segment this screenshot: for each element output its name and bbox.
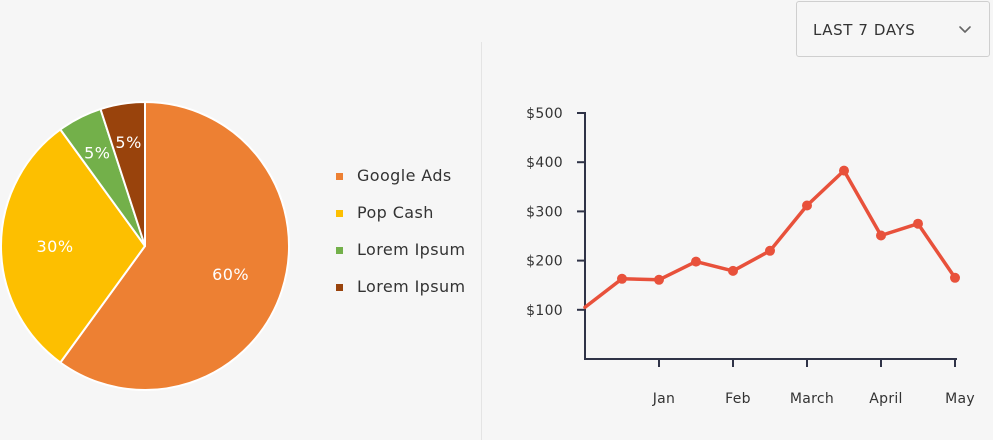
data-point[interactable]: [950, 272, 960, 283]
legend-swatch: [336, 284, 343, 291]
data-point[interactable]: [802, 200, 812, 211]
y-tick-label: $100: [526, 303, 563, 319]
data-point[interactable]: [876, 230, 886, 241]
pie-slice[interactable]: [99, 101, 146, 247]
chevron-down-icon: [959, 26, 971, 33]
pie-slice-label: 5%: [84, 143, 110, 162]
pie-slice[interactable]: [59, 101, 290, 391]
x-tick-label: March: [790, 391, 834, 407]
series-line: [583, 168, 957, 310]
legend-label: Lorem Ipsum: [357, 240, 466, 259]
legend-swatch: [336, 210, 343, 217]
data-point[interactable]: [617, 273, 627, 284]
pie-slice[interactable]: [0, 128, 146, 364]
legend-swatch: [336, 247, 343, 254]
data-point[interactable]: [913, 218, 923, 229]
data-point[interactable]: [839, 165, 849, 176]
panel-divider: [481, 42, 482, 440]
y-tick-label: $400: [526, 155, 563, 171]
x-tick-label: May: [945, 391, 975, 407]
data-point[interactable]: [654, 274, 664, 285]
y-tick-label: $300: [526, 204, 563, 220]
legend-label: Pop Cash: [357, 203, 434, 222]
pie-slice-label: 60%: [212, 265, 249, 284]
data-point[interactable]: [765, 245, 775, 256]
pie-chart: 60% 30% 5% 5%: [0, 101, 290, 391]
pie-slice-label: 5%: [115, 133, 141, 152]
pie-slice-label: 30%: [36, 237, 73, 256]
x-tick-label: Feb: [725, 391, 751, 407]
legend-label: Google Ads: [357, 166, 452, 185]
data-point[interactable]: [728, 265, 738, 276]
date-range-dropdown[interactable]: LAST 7 DAYS: [796, 1, 990, 57]
x-tick-label: April: [869, 391, 903, 407]
date-range-label: LAST 7 DAYS: [813, 21, 916, 39]
y-tick-label: $200: [526, 254, 563, 270]
x-tick-label: Jan: [652, 391, 675, 407]
legend-swatch: [336, 173, 343, 180]
data-point[interactable]: [691, 256, 701, 267]
legend-label: Lorem Ipsum: [357, 277, 466, 296]
y-tick-label: $500: [526, 106, 563, 122]
